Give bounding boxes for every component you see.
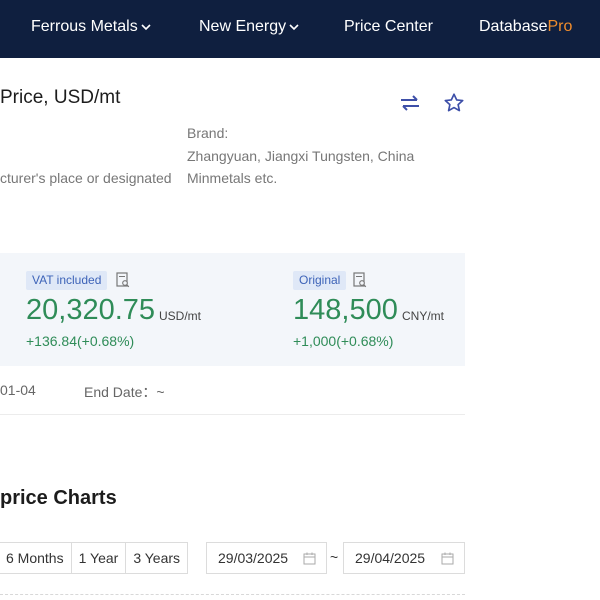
swap-icon[interactable] [399,92,421,114]
original-badge: Original [293,271,347,290]
price-cny-change: +1,000(+0.68%) [293,333,394,349]
star-icon[interactable] [443,92,465,114]
chart-top-border [0,594,465,595]
date-from-input[interactable]: 29/03/2025 [206,542,327,574]
divider [0,414,465,415]
delivery-place-text: cturer's place or designated [0,170,172,186]
nav-new-energy[interactable]: New Energy [199,18,300,36]
nav-database-label: Database [479,18,548,35]
brand-value-line-1: Zhangyuan, Jiangxi Tungsten, China [187,148,415,164]
calendar-icon [441,552,454,565]
range-3-years-button[interactable]: 3 Years [125,543,188,573]
page-title: Price, USD/mt [0,87,121,108]
nav-ferrous-metals-label: Ferrous Metals [31,18,138,35]
brand-label: Brand: [187,125,229,141]
price-cny-value: 148,500 [293,294,398,326]
chevron-down-icon [288,21,300,33]
price-charts-title: price Charts [0,487,117,509]
nav-ferrous-metals[interactable]: Ferrous Metals [31,18,152,36]
document-search-icon[interactable] [116,272,130,288]
time-range-selector: 6 Months 1 Year 3 Years [0,542,189,574]
nav-price-center[interactable]: Price Center [344,18,433,36]
end-date-text: End Date：~ [84,384,165,400]
document-search-icon[interactable] [353,272,367,288]
date-to-value: 29/04/2025 [355,550,426,566]
nav-new-energy-label: New Energy [199,18,287,35]
nav-database-pro[interactable]: Database Pro [479,18,572,36]
nav-pro-label: Pro [547,18,573,35]
vat-included-badge: VAT included [26,271,108,290]
nav-price-center-label: Price Center [344,18,433,35]
date-to-input[interactable]: 29/04/2025 [343,542,465,574]
calendar-icon [303,552,316,565]
brand-value-line-2: Minmetals etc. [187,170,278,186]
price-usd-unit: USD/mt [159,309,201,323]
range-6-months-button[interactable]: 6 Months [0,543,71,573]
range-1-year-button[interactable]: 1 Year [70,543,126,573]
chevron-down-icon [140,21,152,33]
price-usd-change: +136.84(+0.68%) [26,333,135,349]
date-from-value: 29/03/2025 [218,550,289,566]
date-range-separator: ~ [330,549,339,565]
price-usd-value: 20,320.75 [26,294,156,326]
start-date-text: 01-04 [0,382,36,398]
top-navigation: Ferrous Metals New Energy Price Center D… [0,0,600,58]
price-cny-unit: CNY/mt [402,309,444,323]
